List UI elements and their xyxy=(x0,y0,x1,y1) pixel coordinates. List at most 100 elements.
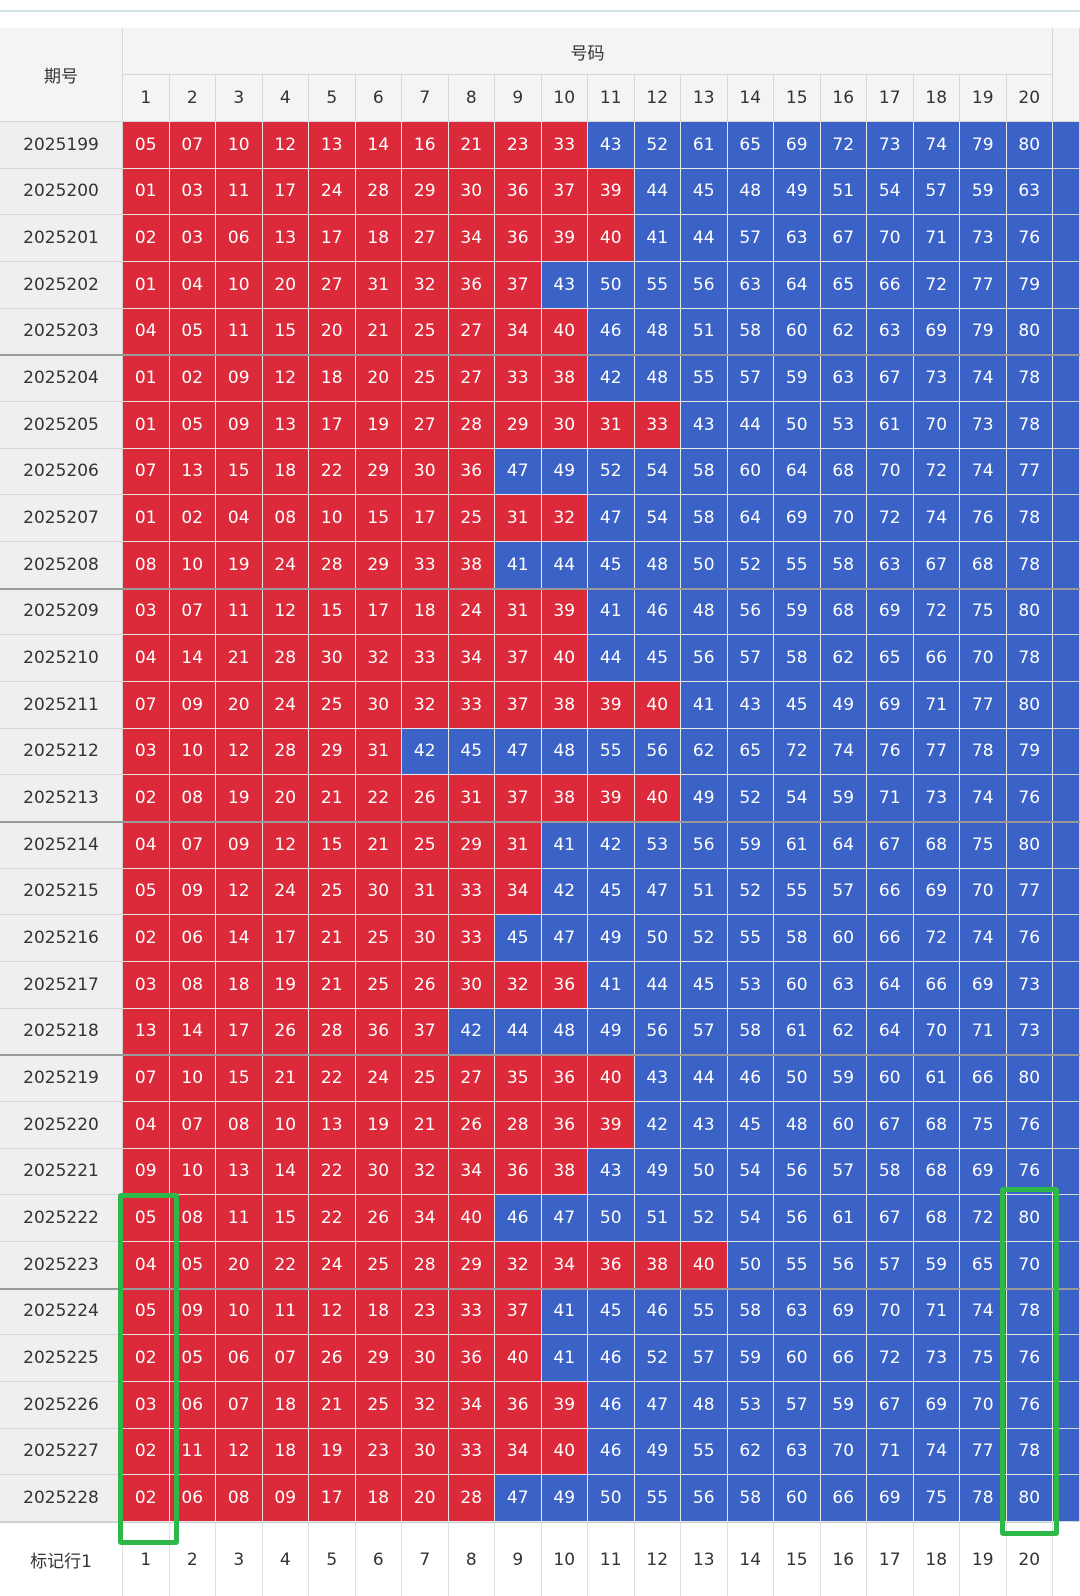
number-cell: 55 xyxy=(634,1475,681,1522)
number-cell: 34 xyxy=(495,868,542,916)
number-cell: 69 xyxy=(913,308,960,356)
number-cell: 25 xyxy=(402,1055,449,1102)
number-cell: 28 xyxy=(402,1242,449,1289)
number-cell: 28 xyxy=(448,402,495,449)
number-cell: 01 xyxy=(123,168,170,216)
number-cell: 43 xyxy=(727,682,774,729)
number-cell: 09 xyxy=(262,1475,309,1522)
footer-cell: 6 xyxy=(355,1522,402,1596)
number-cell: 03 xyxy=(123,728,170,776)
number-cell: 29 xyxy=(355,1335,402,1382)
number-cell: 28 xyxy=(309,542,356,589)
column-header: 16 xyxy=(820,75,867,122)
number-cell: 33 xyxy=(448,1428,495,1476)
number-cell: 37 xyxy=(495,775,542,822)
number-cell: 30 xyxy=(448,168,495,216)
number-cell: 25 xyxy=(355,962,402,1009)
number-cell: 44 xyxy=(495,1008,542,1056)
number-cell: 70 xyxy=(867,215,914,262)
number-cell: 69 xyxy=(960,1148,1007,1196)
number-cell: 45 xyxy=(634,635,681,682)
number-cell: 77 xyxy=(960,1428,1007,1476)
number-cell: 58 xyxy=(820,542,867,589)
number-cell: 22 xyxy=(309,448,356,496)
group-separator xyxy=(0,1054,1080,1057)
number-cell: 50 xyxy=(588,262,635,309)
number-cell: 37 xyxy=(495,682,542,729)
number-cell: 80 xyxy=(1006,588,1053,636)
number-cell: 21 xyxy=(448,122,495,169)
number-cell: 32 xyxy=(402,682,449,729)
number-cell: 17 xyxy=(262,915,309,962)
number-cell: 63 xyxy=(774,215,821,262)
number-cell: 18 xyxy=(355,1475,402,1522)
number-cell: 43 xyxy=(681,1102,728,1149)
number-cell: 14 xyxy=(169,635,216,682)
number-cell: 78 xyxy=(1006,1288,1053,1336)
number-cell: 24 xyxy=(262,542,309,589)
number-cell: 57 xyxy=(820,1148,867,1196)
number-cell: 43 xyxy=(634,1055,681,1102)
number-cell: 02 xyxy=(123,1335,170,1382)
number-cell: 36 xyxy=(495,215,542,262)
number-cell: 58 xyxy=(681,448,728,496)
number-cell: 43 xyxy=(588,1148,635,1196)
number-cell: 80 xyxy=(1006,1055,1053,1102)
row-cut xyxy=(1053,868,1080,916)
number-cell: 18 xyxy=(216,962,263,1009)
number-cell: 08 xyxy=(216,1475,263,1522)
number-cell: 08 xyxy=(216,1102,263,1149)
number-cell: 39 xyxy=(588,775,635,822)
number-cell: 58 xyxy=(681,495,728,542)
period-cell: 2025210 xyxy=(0,635,123,682)
column-header: 7 xyxy=(402,75,449,122)
number-cell: 31 xyxy=(588,402,635,449)
footer-cell: 8 xyxy=(448,1522,495,1596)
number-cell: 34 xyxy=(541,1242,588,1289)
number-cell: 34 xyxy=(448,1382,495,1429)
number-cell: 61 xyxy=(820,1195,867,1242)
number-cell: 30 xyxy=(355,682,402,729)
number-cell: 72 xyxy=(913,915,960,962)
number-cell: 32 xyxy=(355,635,402,682)
number-cell: 62 xyxy=(727,1428,774,1476)
number-cell: 70 xyxy=(820,1428,867,1476)
number-cell: 69 xyxy=(774,495,821,542)
number-cell: 02 xyxy=(123,215,170,262)
number-cell: 41 xyxy=(541,1335,588,1382)
number-cell: 08 xyxy=(169,775,216,822)
number-cell: 49 xyxy=(774,168,821,216)
number-cell: 26 xyxy=(309,1335,356,1382)
number-cell: 09 xyxy=(123,1148,170,1196)
number-cell: 49 xyxy=(681,775,728,822)
footer-cell: 12 xyxy=(634,1522,681,1596)
number-cell: 56 xyxy=(681,262,728,309)
period-cell: 2025213 xyxy=(0,775,123,822)
number-cell: 63 xyxy=(820,962,867,1009)
number-cell: 18 xyxy=(355,215,402,262)
number-cell: 24 xyxy=(448,588,495,636)
number-cell: 63 xyxy=(867,308,914,356)
number-cell: 12 xyxy=(216,728,263,776)
number-cell: 23 xyxy=(495,122,542,169)
number-cell: 07 xyxy=(169,822,216,869)
number-cell: 45 xyxy=(727,1102,774,1149)
number-cell: 47 xyxy=(495,448,542,496)
number-cell: 18 xyxy=(262,1428,309,1476)
number-cell: 55 xyxy=(681,355,728,402)
row-cut xyxy=(1053,588,1080,636)
number-cell: 25 xyxy=(402,355,449,402)
period-cell: 2025203 xyxy=(0,308,123,356)
number-cell: 77 xyxy=(960,262,1007,309)
number-cell: 59 xyxy=(960,168,1007,216)
number-cell: 04 xyxy=(123,1102,170,1149)
number-cell: 21 xyxy=(309,962,356,1009)
number-cell: 43 xyxy=(588,122,635,169)
number-cell: 04 xyxy=(169,262,216,309)
number-cell: 07 xyxy=(123,682,170,729)
number-cell: 65 xyxy=(867,635,914,682)
number-cell: 10 xyxy=(216,262,263,309)
number-cell: 12 xyxy=(309,1288,356,1336)
number-cell: 66 xyxy=(867,915,914,962)
number-cell: 64 xyxy=(820,822,867,869)
